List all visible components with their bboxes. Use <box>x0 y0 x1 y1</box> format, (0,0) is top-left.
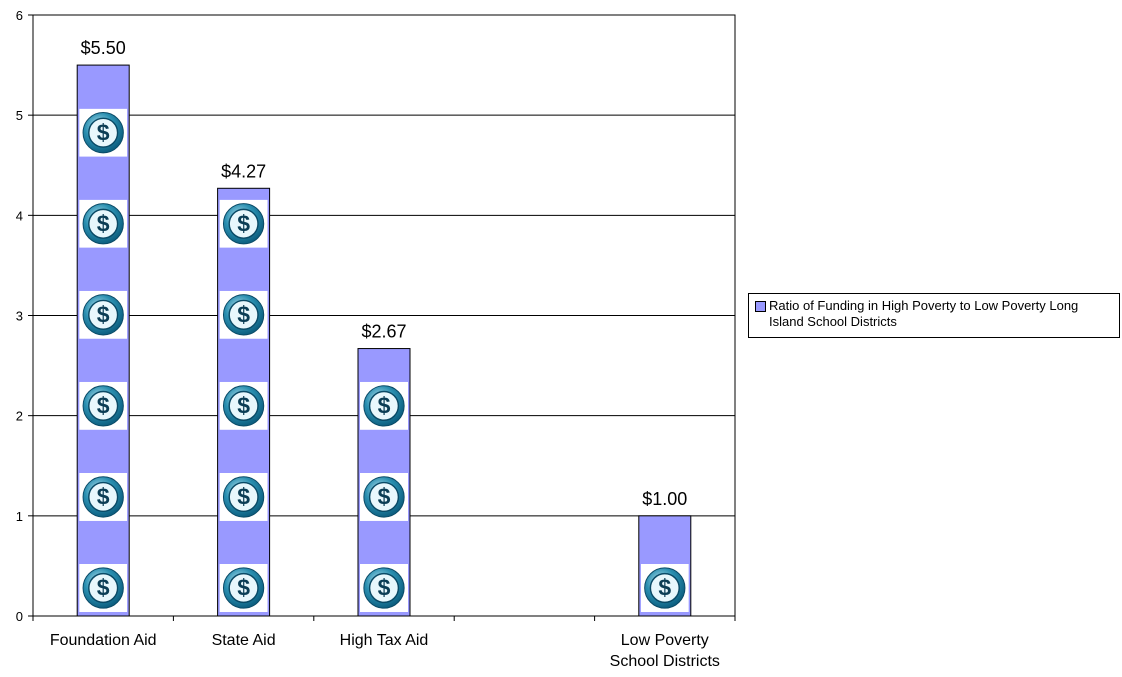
bar <box>76 64 130 617</box>
dollar-coin-icon <box>640 564 689 612</box>
dollar-coin-icon <box>360 381 408 430</box>
dollar-coin-icon <box>219 199 268 248</box>
dollar-coin-icon <box>219 564 268 612</box>
dollar-coin-icon <box>219 381 268 430</box>
legend: Ratio of Funding in High Poverty to Low … <box>748 293 1120 338</box>
dollar-coin-icon <box>360 564 408 612</box>
x-tick-label: State Aid <box>212 632 276 649</box>
y-tick-label: 4 <box>16 208 23 223</box>
x-tick-label: Low Poverty <box>621 632 709 649</box>
dollar-coin-icon <box>79 381 128 430</box>
y-tick-label: 0 <box>16 609 23 624</box>
data-label: $5.50 <box>81 38 126 58</box>
y-tick-label: 2 <box>16 409 23 424</box>
dollar-coin-icon <box>79 108 128 157</box>
data-label: $1.00 <box>642 489 687 509</box>
x-tick-label: Foundation Aid <box>50 632 157 649</box>
data-label: $2.67 <box>361 322 406 342</box>
dollar-coin-icon <box>79 199 128 248</box>
dollar-coin-icon <box>360 472 408 521</box>
dollar-coin-icon <box>79 290 128 339</box>
dollar-coin-icon <box>219 290 268 339</box>
y-tick-label: 1 <box>16 509 23 524</box>
y-tick-label: 5 <box>16 108 23 123</box>
legend-label: Ratio of Funding in High Poverty to Low … <box>769 298 1079 329</box>
legend-swatch <box>755 301 766 312</box>
data-label: $4.27 <box>221 161 266 181</box>
x-tick-label: High Tax Aid <box>340 632 429 649</box>
x-tick-label: School Districts <box>610 653 720 670</box>
dollar-coin-icon <box>219 472 268 521</box>
dollar-coin-icon <box>79 564 128 612</box>
y-tick-label: 3 <box>16 309 23 324</box>
y-tick-label: 6 <box>16 8 23 23</box>
dollar-coin-icon <box>79 472 128 521</box>
